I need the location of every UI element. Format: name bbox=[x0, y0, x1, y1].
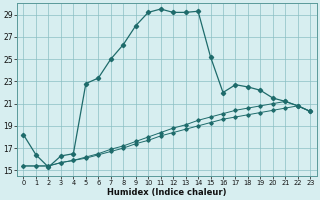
X-axis label: Humidex (Indice chaleur): Humidex (Indice chaleur) bbox=[107, 188, 227, 197]
